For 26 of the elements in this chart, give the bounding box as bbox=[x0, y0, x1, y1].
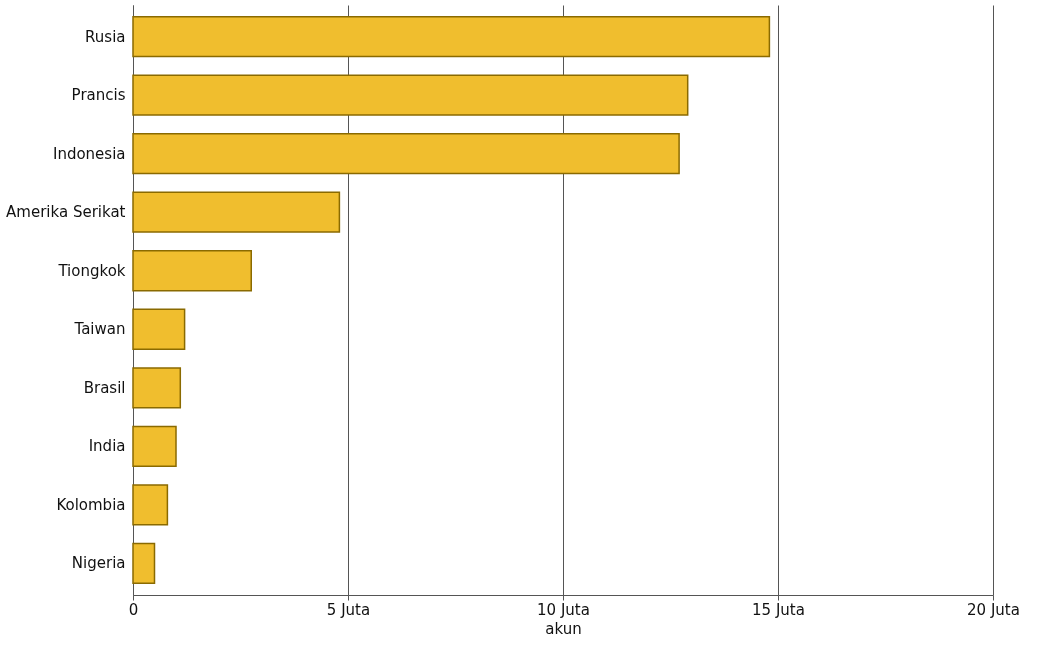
x-tick-label: 0 bbox=[128, 600, 139, 619]
bar bbox=[132, 133, 680, 175]
x-axis-title: akun bbox=[545, 619, 582, 638]
bar bbox=[132, 425, 177, 467]
x-tick-label: 15 Juta bbox=[752, 600, 805, 619]
y-tick-label: Tiongkok bbox=[57, 261, 126, 280]
y-tick-label: Taiwan bbox=[73, 320, 126, 339]
y-tick-label: Brasil bbox=[83, 378, 126, 397]
y-tick-label: India bbox=[88, 437, 126, 456]
y-tick-label: Nigeria bbox=[71, 554, 126, 573]
y-tick-label: Kolombia bbox=[56, 495, 126, 514]
bar bbox=[132, 74, 689, 116]
bar bbox=[132, 250, 252, 292]
y-tick-label: Amerika Serikat bbox=[6, 203, 126, 222]
x-tick-label: 10 Juta bbox=[537, 600, 590, 619]
x-tick-label: 20 Juta bbox=[967, 600, 1020, 619]
bar bbox=[132, 542, 156, 585]
bar bbox=[132, 15, 771, 58]
y-tick-label: Prancis bbox=[71, 86, 126, 105]
x-tick-label: 5 Juta bbox=[326, 600, 371, 619]
y-tick-label: Indonesia bbox=[52, 144, 126, 163]
bar bbox=[132, 367, 182, 409]
bar bbox=[132, 484, 169, 526]
y-tick-label: Rusia bbox=[85, 27, 126, 46]
bar bbox=[132, 308, 186, 350]
bar bbox=[132, 191, 341, 233]
